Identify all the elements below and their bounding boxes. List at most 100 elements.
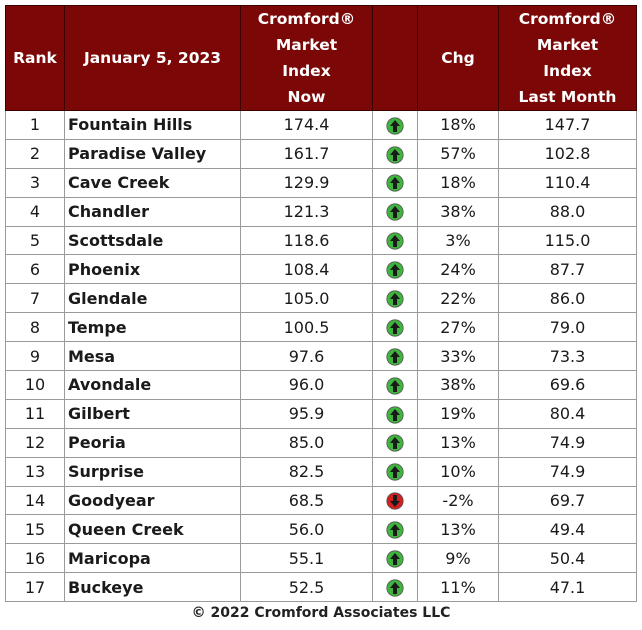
change-direction-cell bbox=[372, 312, 418, 343]
header-last-line: Cromford® bbox=[518, 10, 617, 28]
rank-cell: 6 bbox=[5, 254, 65, 285]
change-direction-cell bbox=[372, 398, 418, 429]
copyright-footer: © 2022 Cromford Associates LLC bbox=[191, 605, 451, 621]
change-cell: 9% bbox=[417, 543, 499, 574]
green-up-arrow-icon bbox=[386, 348, 404, 366]
change-cell: 10% bbox=[417, 456, 499, 487]
green-up-arrow-icon bbox=[386, 521, 404, 539]
change-cell: 33% bbox=[417, 341, 499, 372]
rank-cell: 12 bbox=[5, 427, 65, 458]
change-direction-cell bbox=[372, 572, 418, 603]
city-cell: Fountain Hills bbox=[64, 110, 241, 140]
header-last-line: Last Month bbox=[518, 88, 617, 106]
change-cell: 57% bbox=[417, 138, 499, 169]
index-now-cell: 52.5 bbox=[240, 572, 373, 603]
index-now-cell: 55.1 bbox=[240, 543, 373, 574]
table-row: 15 Queen Creek 56.0 13% 49.4 bbox=[5, 514, 637, 545]
green-up-arrow-icon bbox=[386, 232, 404, 250]
change-direction-cell bbox=[372, 110, 418, 140]
table-row: 14 Goodyear 68.5 -2% 69.7 bbox=[5, 485, 637, 516]
index-last-month-cell: 86.0 bbox=[498, 283, 637, 314]
green-up-arrow-icon bbox=[386, 319, 404, 337]
index-last-month-cell: 69.7 bbox=[498, 485, 637, 516]
rank-cell: 5 bbox=[5, 225, 65, 256]
table-row: 12 Peoria 85.0 13% 74.9 bbox=[5, 427, 637, 458]
table-row: 16 Maricopa 55.1 9% 50.4 bbox=[5, 543, 637, 574]
header-last-line: Market bbox=[536, 36, 599, 54]
header-now-line: Market bbox=[275, 36, 338, 54]
index-now-cell: 129.9 bbox=[240, 167, 373, 198]
header-now-line: Index bbox=[282, 62, 331, 80]
city-cell: Gilbert bbox=[64, 398, 241, 429]
index-last-month-cell: 74.9 bbox=[498, 456, 637, 487]
table-row: 3 Cave Creek 129.9 18% 110.4 bbox=[5, 167, 637, 198]
index-last-month-cell: 80.4 bbox=[498, 398, 637, 429]
green-up-arrow-icon bbox=[386, 550, 404, 568]
rank-cell: 13 bbox=[5, 456, 65, 487]
city-cell: Goodyear bbox=[64, 485, 241, 516]
index-now-cell: 121.3 bbox=[240, 196, 373, 227]
green-up-arrow-icon bbox=[386, 145, 404, 164]
header-date: January 5, 2023 bbox=[64, 5, 241, 111]
rank-cell: 16 bbox=[5, 543, 65, 574]
market-index-table: Rank January 5, 2023 Cromford® Market In… bbox=[5, 5, 637, 603]
index-last-month-cell: 49.4 bbox=[498, 514, 637, 545]
change-cell: 38% bbox=[417, 196, 499, 227]
green-up-arrow-icon bbox=[386, 117, 404, 135]
index-now-cell: 161.7 bbox=[240, 138, 373, 169]
city-cell: Glendale bbox=[64, 283, 241, 314]
city-cell: Tempe bbox=[64, 312, 241, 343]
index-last-month-cell: 115.0 bbox=[498, 225, 637, 256]
green-up-arrow-icon bbox=[386, 261, 404, 279]
index-last-month-cell: 147.7 bbox=[498, 110, 637, 140]
rank-cell: 8 bbox=[5, 312, 65, 343]
change-direction-cell bbox=[372, 138, 418, 169]
index-now-cell: 118.6 bbox=[240, 225, 373, 256]
change-cell: 18% bbox=[417, 167, 499, 198]
index-now-cell: 105.0 bbox=[240, 283, 373, 314]
green-up-arrow-icon bbox=[386, 174, 404, 193]
change-direction-cell bbox=[372, 370, 418, 400]
header-chg: Chg bbox=[417, 5, 499, 111]
table-row: 5 Scottsdale 118.6 3% 115.0 bbox=[5, 225, 637, 256]
green-up-arrow-icon bbox=[386, 290, 404, 308]
header-index-now: Cromford® Market Index Now bbox=[240, 5, 373, 111]
header-rank: Rank bbox=[5, 5, 65, 111]
rank-cell: 4 bbox=[5, 196, 65, 227]
change-cell: 24% bbox=[417, 254, 499, 285]
table-row: 17 Buckeye 52.5 11% 47.1 bbox=[5, 572, 637, 603]
table-row: 10 Avondale 96.0 38% 69.6 bbox=[5, 370, 637, 400]
change-direction-cell bbox=[372, 283, 418, 314]
change-cell: -2% bbox=[417, 485, 499, 516]
green-up-arrow-icon bbox=[386, 463, 404, 481]
city-cell: Chandler bbox=[64, 196, 241, 227]
table-row: 1 Fountain Hills 174.4 18% 147.7 bbox=[5, 110, 637, 140]
change-direction-cell bbox=[372, 543, 418, 574]
city-cell: Phoenix bbox=[64, 254, 241, 285]
table-row: 4 Chandler 121.3 38% 88.0 bbox=[5, 196, 637, 227]
index-now-cell: 95.9 bbox=[240, 398, 373, 429]
change-direction-cell bbox=[372, 225, 418, 256]
table-body: 1 Fountain Hills 174.4 18% 147.7 2 Paradise Va… bbox=[5, 110, 637, 603]
index-now-cell: 96.0 bbox=[240, 370, 373, 400]
green-up-arrow-icon bbox=[386, 377, 404, 395]
city-cell: Peoria bbox=[64, 427, 241, 458]
change-cell: 11% bbox=[417, 572, 499, 603]
green-up-arrow-icon bbox=[386, 203, 404, 221]
index-now-cell: 82.5 bbox=[240, 456, 373, 487]
index-now-cell: 108.4 bbox=[240, 254, 373, 285]
change-direction-cell bbox=[372, 485, 418, 516]
rank-cell: 14 bbox=[5, 485, 65, 516]
market-index-table-container: Rank January 5, 2023 Cromford® Market In… bbox=[5, 5, 637, 603]
change-direction-cell bbox=[372, 196, 418, 227]
rank-cell: 9 bbox=[5, 341, 65, 372]
rank-cell: 2 bbox=[5, 138, 65, 169]
table-row: 9 Mesa 97.6 33% 73.3 bbox=[5, 341, 637, 372]
index-last-month-cell: 102.8 bbox=[498, 138, 637, 169]
index-last-month-cell: 110.4 bbox=[498, 167, 637, 198]
index-now-cell: 174.4 bbox=[240, 110, 373, 140]
change-cell: 3% bbox=[417, 225, 499, 256]
rank-cell: 1 bbox=[5, 110, 65, 140]
index-last-month-cell: 87.7 bbox=[498, 254, 637, 285]
index-last-month-cell: 69.6 bbox=[498, 370, 637, 400]
